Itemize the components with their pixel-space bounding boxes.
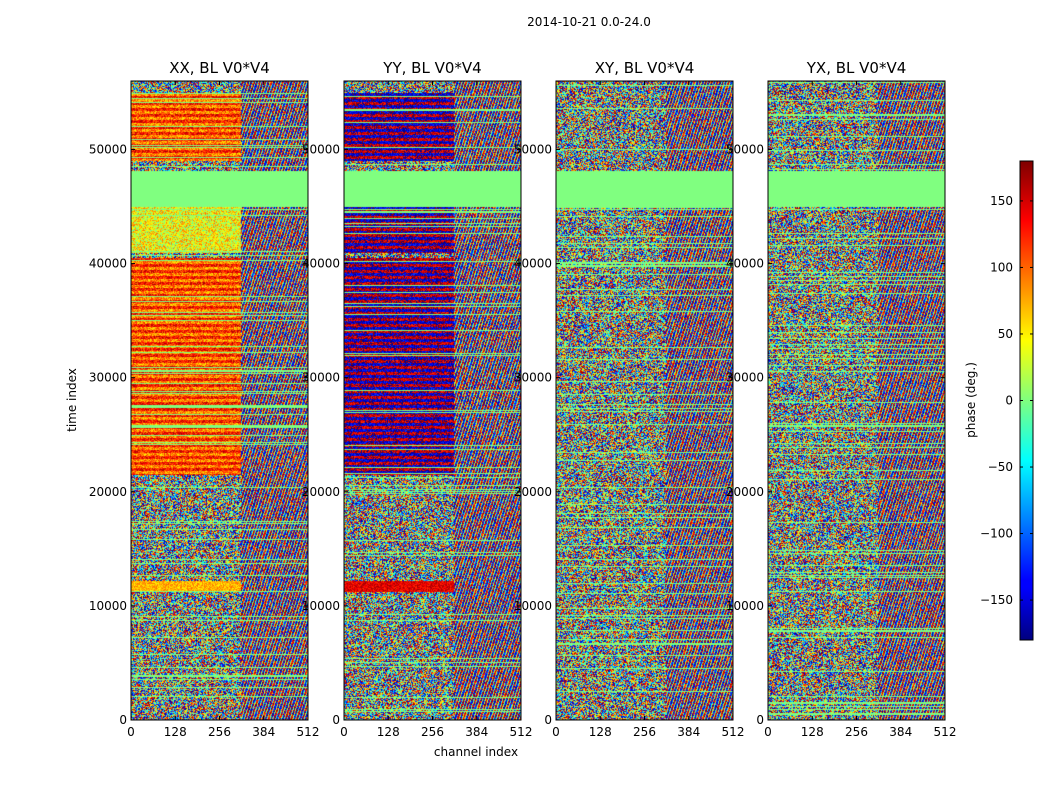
colorbar-tick-label: 0: [1005, 394, 1013, 408]
y-tick-label: 10000: [514, 599, 552, 613]
colorbar-ticks: −150 −100 −50 0 50 100 150: [980, 194, 1033, 607]
panel-xy: XY, BL V0*V4 0 128 256 384 512 0 10000 20000 3000…: [514, 59, 745, 739]
heatmap-raster-yy: [344, 81, 521, 720]
heatmap-raster-xx: [131, 81, 308, 720]
x-tick-label: 384: [252, 725, 275, 739]
y-tick-label: 50000: [726, 142, 764, 156]
x-tick-label: 384: [889, 725, 912, 739]
x-tick-label: 256: [633, 725, 656, 739]
colorbar-label: phase (deg.): [964, 362, 978, 438]
x-tick-label: 512: [297, 725, 320, 739]
y-tick-label: 40000: [302, 257, 340, 271]
x-tick-label: 512: [510, 725, 533, 739]
y-tick-label: 10000: [89, 599, 127, 613]
y-tick-label: 40000: [726, 257, 764, 271]
y-tick-label: 30000: [89, 371, 127, 385]
y-tick-label: 20000: [89, 485, 127, 499]
x-tick-label: 256: [421, 725, 444, 739]
heatmap-raster-yx: [768, 81, 945, 720]
y-tick-label: 0: [332, 713, 340, 727]
panel-title: XX, BL V0*V4: [169, 59, 270, 77]
heatmap-raster-xy: [556, 81, 733, 720]
y-tick-label: 10000: [302, 599, 340, 613]
x-tick-label: 512: [722, 725, 745, 739]
y-tick-label: 0: [756, 713, 764, 727]
panel-yy: YY, BL V0*V4 0 128 256 384 512 0 10000 20000 3000…: [302, 59, 533, 739]
panel-title: YY, BL V0*V4: [382, 59, 481, 77]
figure-suptitle: 2014-10-21 0.0-24.0: [527, 15, 651, 29]
x-tick-label: 512: [934, 725, 957, 739]
y-tick-label: 0: [544, 713, 552, 727]
x-tick-label: 384: [465, 725, 488, 739]
panel-title: XY, BL V0*V4: [595, 59, 695, 77]
y-tick-label: 50000: [514, 142, 552, 156]
y-tick-label: 20000: [726, 485, 764, 499]
colorbar-tick-label: −150: [980, 593, 1013, 607]
y-tick-label: 50000: [302, 142, 340, 156]
x-tick-label: 128: [164, 725, 187, 739]
colorbar-tick-label: 100: [990, 260, 1013, 274]
colorbar: −150 −100 −50 0 50 100 150 phase (deg.): [964, 160, 1034, 641]
x-tick-label: 256: [208, 725, 231, 739]
colorbar-tick-label: 50: [998, 327, 1013, 341]
y-tick-label: 30000: [726, 371, 764, 385]
y-tick-label: 30000: [514, 371, 552, 385]
colorbar-tick-label: 150: [990, 194, 1013, 208]
colorbar-tick-label: −50: [988, 460, 1013, 474]
panel-yx: YX, BL V0*V4 0 128 256 384 512 0 10000 20000 3000…: [726, 59, 957, 739]
x-tick-label: 0: [552, 725, 560, 739]
x-tick-label: 128: [589, 725, 612, 739]
y-tick-label: 40000: [514, 257, 552, 271]
panel-title: YX, BL V0*V4: [806, 59, 907, 77]
y-tick-label: 50000: [89, 142, 127, 156]
x-tick-label: 128: [801, 725, 824, 739]
x-tick-label: 256: [845, 725, 868, 739]
colorbar-tick-label: −100: [980, 527, 1013, 541]
x-axis-label: channel index: [434, 745, 518, 759]
x-tick-label: 0: [340, 725, 348, 739]
y-tick-label: 40000: [89, 257, 127, 271]
y-axis-label: time index: [65, 368, 79, 432]
y-tick-label: 10000: [726, 599, 764, 613]
x-tick-label: 128: [377, 725, 400, 739]
x-tick-label: 384: [677, 725, 700, 739]
y-tick-label: 20000: [514, 485, 552, 499]
x-tick-label: 0: [764, 725, 772, 739]
y-tick-label: 30000: [302, 371, 340, 385]
x-tick-label: 0: [127, 725, 135, 739]
y-tick-label: 0: [119, 713, 127, 727]
y-tick-label: 20000: [302, 485, 340, 499]
panel-xx: XX, BL V0*V4 0 128 256 384 512 0 10000 20000 3000…: [89, 59, 320, 739]
panels: XX, BL V0*V4 0 128 256 384 512 0 10000 20000 3000…: [89, 59, 957, 739]
